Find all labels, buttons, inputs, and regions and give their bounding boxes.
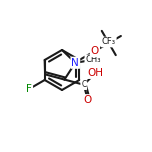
Text: CH₃: CH₃ <box>85 55 101 64</box>
Text: C: C <box>81 80 86 89</box>
Text: F: F <box>26 84 32 94</box>
Text: N: N <box>71 58 79 68</box>
Text: CF₃: CF₃ <box>102 38 116 47</box>
Text: OH: OH <box>87 68 103 78</box>
Text: O: O <box>84 95 92 105</box>
Text: O: O <box>91 46 99 56</box>
